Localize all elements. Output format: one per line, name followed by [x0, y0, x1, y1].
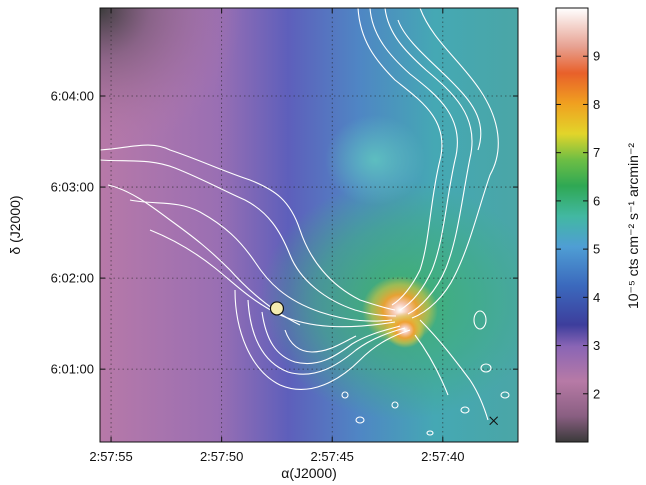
y-tick-label-0: 6:01:00: [51, 362, 94, 377]
colorbar-label: 10⁻⁵ cts cm⁻² s⁻¹ arcmin⁻²: [625, 143, 641, 309]
colorbar-tick-label-5: 7: [593, 145, 600, 160]
xray-surface-brightness-map: [100, 8, 518, 442]
colorbar: 2 3 4 5 6 7 8 9 10⁻⁵ cts cm⁻² s⁻¹ arcmin⁻²: [555, 7, 641, 443]
y-tick-label-2: 6:03:00: [51, 180, 94, 195]
x-axis-label: α(J2000): [281, 465, 337, 481]
markers: [269, 301, 499, 426]
colorbar-tick-label-6: 8: [593, 97, 600, 112]
x-marker-1: [489, 416, 499, 426]
colorbar-gradient: [555, 7, 589, 443]
x-tick-label-1: 2:57:50: [200, 449, 243, 464]
colorbar-tick-label-3: 5: [593, 242, 600, 257]
x-tick-label-2: 2:57:45: [311, 449, 354, 464]
circle-marker-0: [269, 301, 285, 316]
colorbar-tick-label-0: 2: [593, 386, 600, 401]
y-axis-ticks: 6:01:00 6:02:00 6:03:00 6:04:00: [51, 89, 518, 377]
x-tick-label-0: 2:57:55: [89, 449, 132, 464]
colorbar-tick-label-4: 6: [593, 193, 600, 208]
x-marker-stroke-b-1: [489, 416, 499, 426]
radio-contours: [100, 8, 510, 436]
x-axis-ticks: 2:57:55 2:57:50 2:57:45 2:57:40: [89, 8, 464, 464]
colorbar-tick-label-7: 9: [593, 49, 600, 64]
grid-lines: [100, 8, 518, 442]
x-tick-label-3: 2:57:40: [421, 449, 464, 464]
colorbar-tick-label-2: 4: [593, 290, 600, 305]
plot-frame: [99, 7, 519, 443]
y-tick-label-1: 6:02:00: [51, 271, 94, 286]
colorbar-tick-label-1: 3: [593, 338, 600, 353]
y-tick-label-3: 6:04:00: [51, 89, 94, 104]
y-axis-label: δ (J2000): [7, 195, 23, 254]
colorbar-ticks: 2 3 4 5 6 7 8 9: [556, 49, 600, 401]
